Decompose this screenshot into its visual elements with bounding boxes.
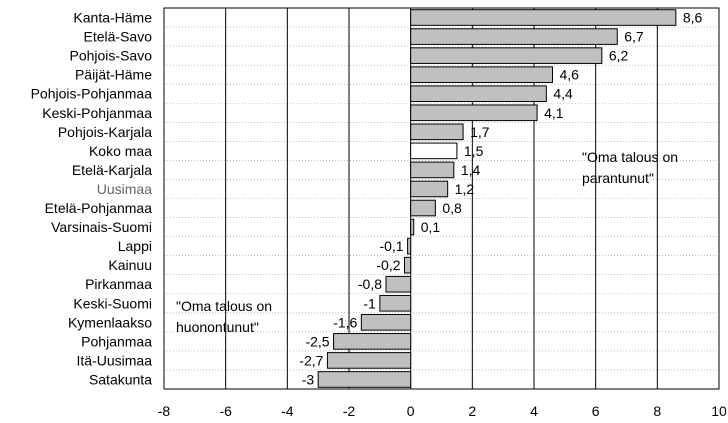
bar bbox=[410, 9, 677, 26]
category-label: Pirkanmaa bbox=[85, 276, 152, 292]
category-label: Satakunta bbox=[89, 371, 152, 387]
x-tick-label: 2 bbox=[468, 403, 476, 419]
bar bbox=[410, 123, 464, 141]
category-label: Päijät-Häme bbox=[75, 67, 152, 83]
category-label: Koko maa bbox=[89, 143, 152, 159]
data-label: 1,4 bbox=[461, 162, 481, 178]
category-label: Pohjois-Savo bbox=[70, 48, 153, 64]
data-label: -2,5 bbox=[305, 333, 329, 349]
data-label: -1 bbox=[363, 295, 376, 311]
bar bbox=[360, 314, 412, 331]
category-label: Kymenlaakso bbox=[68, 314, 152, 330]
x-tick-label: -4 bbox=[281, 403, 294, 419]
x-tick-label: 8 bbox=[653, 403, 661, 419]
bar bbox=[410, 180, 449, 198]
category-label: Lappi bbox=[118, 238, 152, 254]
data-labels: 8,6 6,7 6,2 4,6 4,4 4,1 1,7 1,5 1,4 1,2 0,80,1 -0,1… bbox=[299, 10, 702, 388]
bars bbox=[317, 9, 677, 388]
bar bbox=[410, 199, 436, 217]
data-label: -0,1 bbox=[379, 238, 403, 254]
bar bbox=[410, 161, 455, 179]
annotation-negative-line2: huonontunut" bbox=[176, 319, 259, 335]
category-label: Etelä-Pohjanmaa bbox=[45, 200, 153, 216]
annotation-negative-line1: "Oma talous on bbox=[176, 298, 272, 314]
data-label: 4,4 bbox=[553, 86, 573, 102]
bar bbox=[410, 28, 618, 45]
category-label: Keski-Suomi bbox=[73, 295, 152, 311]
x-tick-label: 10 bbox=[711, 403, 727, 419]
bar bbox=[410, 104, 538, 122]
category-label: Itä-Uusimaa bbox=[77, 352, 153, 368]
bar bbox=[407, 237, 412, 255]
category-label: Pohjois-Karjala bbox=[58, 124, 152, 140]
data-label: -3 bbox=[302, 371, 315, 387]
category-label: Keski-Pohjanmaa bbox=[42, 105, 152, 121]
bar bbox=[333, 333, 412, 350]
data-label: 8,6 bbox=[683, 10, 703, 26]
data-label: 1,7 bbox=[470, 124, 490, 140]
category-label: Varsinais-Suomi bbox=[51, 219, 152, 235]
data-label: -0,8 bbox=[358, 276, 382, 292]
data-label: 0,1 bbox=[421, 219, 441, 235]
data-label: -0,2 bbox=[376, 257, 400, 273]
bar bbox=[317, 371, 412, 388]
category-label: Kanta-Häme bbox=[73, 10, 152, 26]
plot-frame bbox=[163, 7, 720, 390]
data-label: -1,6 bbox=[333, 314, 357, 330]
bar bbox=[410, 218, 415, 236]
bar bbox=[404, 256, 412, 274]
category-label: Pohjois-Pohjanmaa bbox=[31, 86, 153, 102]
category-label: Etelä-Savo bbox=[84, 29, 153, 45]
data-label: 6,2 bbox=[609, 48, 629, 64]
x-tick-label: 6 bbox=[592, 403, 600, 419]
bar bbox=[410, 66, 553, 83]
data-label: 4,6 bbox=[560, 67, 580, 83]
category-label: Uusimaa bbox=[97, 181, 152, 197]
data-label: 6,7 bbox=[624, 29, 644, 45]
category-labels: Kanta-Häme Etelä-Savo Pohjois-Savo Päijät-H… bbox=[31, 10, 153, 388]
x-tick-label: -2 bbox=[343, 403, 356, 419]
data-label: 0,8 bbox=[442, 200, 462, 216]
annotation-positive-line2: parantunut" bbox=[582, 170, 654, 186]
data-label: 1,2 bbox=[455, 181, 475, 197]
bar bbox=[385, 275, 412, 293]
bar bbox=[379, 294, 412, 312]
x-tick-labels: -8 -6 -4 -2 0 2 4 6 8 10 bbox=[158, 403, 727, 419]
data-label: -2,7 bbox=[299, 352, 323, 368]
x-tick-label: -6 bbox=[219, 403, 232, 419]
category-label: Kainuu bbox=[108, 257, 152, 273]
bar bbox=[326, 352, 412, 369]
bar bbox=[410, 142, 458, 160]
category-label: Pohjanmaa bbox=[81, 333, 152, 349]
bar bbox=[410, 47, 603, 64]
x-tick-label: 4 bbox=[530, 403, 538, 419]
annotation-positive-line1: "Oma talous on bbox=[582, 149, 678, 165]
row-separators bbox=[164, 26, 719, 371]
bar bbox=[410, 85, 547, 103]
x-tick-label: 0 bbox=[407, 403, 415, 419]
x-tick-label: -8 bbox=[158, 403, 171, 419]
category-label: Etelä-Karjala bbox=[72, 162, 152, 178]
data-label: 1,5 bbox=[464, 143, 484, 159]
data-label: 4,1 bbox=[544, 105, 564, 121]
